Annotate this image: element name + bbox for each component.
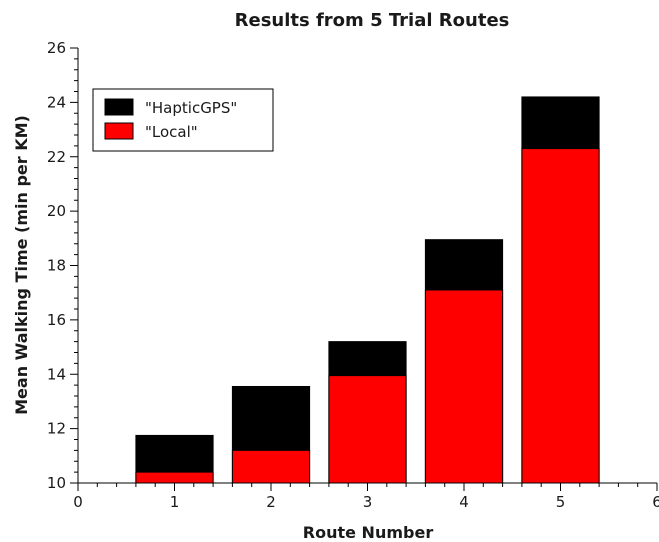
y-tick-label: 18	[47, 257, 66, 275]
chart-title: Results from 5 Trial Routes	[235, 10, 510, 31]
bar-series-2-route-3	[328, 375, 407, 484]
y-tick-label: 12	[47, 420, 66, 438]
legend-swatch-2	[104, 122, 134, 140]
y-tick-label: 20	[47, 202, 66, 220]
x-tick-label: 0	[73, 493, 83, 511]
y-axis-label: Mean Walking Time (min per KM)	[12, 115, 31, 415]
legend-swatch-1	[104, 98, 134, 116]
x-axis-label: Route Number	[303, 523, 434, 542]
y-tick-label: 14	[47, 365, 66, 383]
bars-layer	[135, 96, 600, 484]
x-tick-label: 2	[266, 493, 276, 511]
y-tick-label: 26	[47, 39, 66, 57]
y-tick-label: 24	[47, 93, 66, 111]
bar-series-2-route-4	[424, 289, 504, 484]
x-tick-label: 1	[170, 493, 180, 511]
y-tick-label: 22	[47, 148, 66, 166]
bar-series-2-route-2	[231, 449, 311, 484]
y-tick-label: 10	[47, 474, 66, 492]
x-tick-label: 6	[652, 493, 659, 511]
legend-label-1: "HapticGPS"	[145, 99, 237, 117]
y-tick-label: 16	[47, 311, 66, 329]
bar-series-2-route-1	[135, 471, 214, 484]
bar-series-2-route-5	[521, 148, 600, 484]
x-tick-label: 5	[556, 493, 566, 511]
x-tick-label: 4	[459, 493, 469, 511]
legend-label-2: "Local"	[145, 123, 198, 141]
x-tick-label: 3	[363, 493, 373, 511]
legend: "HapticGPS" "Local"	[92, 88, 274, 152]
